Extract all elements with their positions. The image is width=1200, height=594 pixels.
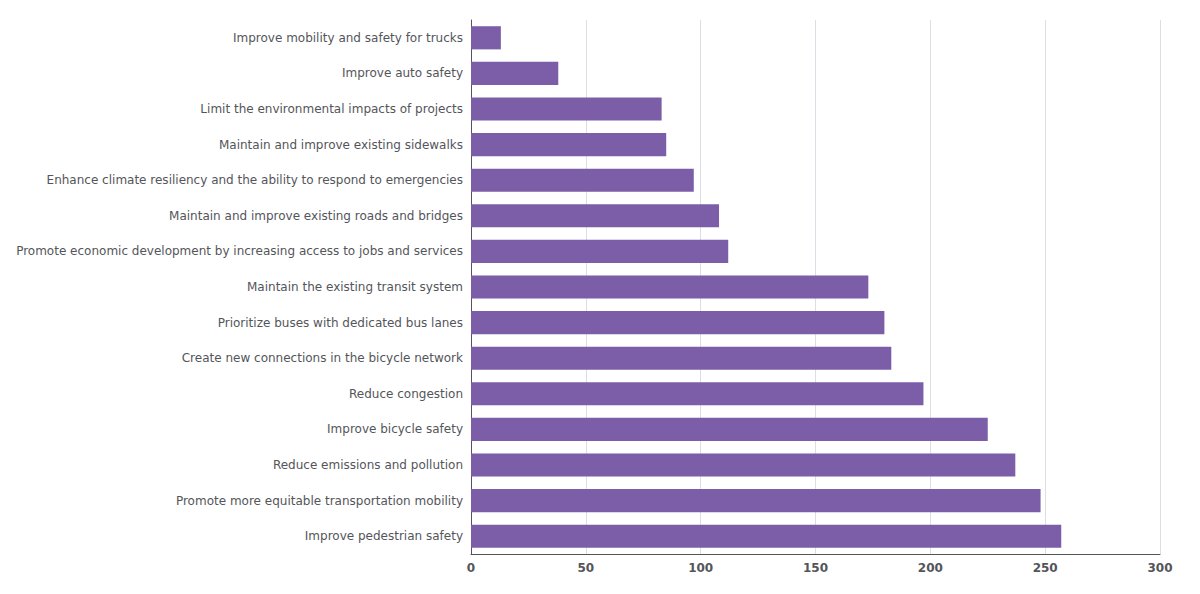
svg-text:Reduce congestion: Reduce congestion [349, 387, 463, 401]
svg-text:0: 0 [467, 561, 475, 575]
svg-text:Improve pedestrian safety: Improve pedestrian safety [305, 529, 463, 543]
svg-text:Prioritize buses with dedicate: Prioritize buses with dedicated bus lane… [218, 316, 463, 330]
svg-text:Reduce emissions and pollution: Reduce emissions and pollution [273, 458, 463, 472]
svg-text:Improve auto safety: Improve auto safety [342, 66, 463, 80]
svg-text:50: 50 [577, 561, 594, 575]
svg-text:Maintain the existing transit: Maintain the existing transit system [247, 280, 463, 294]
svg-text:300: 300 [1147, 561, 1172, 575]
svg-text:Maintain and improve existing: Maintain and improve existing sidewalks [219, 138, 463, 152]
svg-text:Promote more equitable transpo: Promote more equitable transportation mo… [176, 494, 463, 508]
svg-text:Maintain and improve existing: Maintain and improve existing roads and … [169, 209, 463, 223]
svg-text:Promote economic development b: Promote economic development by increasi… [16, 244, 463, 258]
svg-text:Create new connections in the: Create new connections in the bicycle ne… [182, 351, 463, 365]
svg-text:250: 250 [1033, 561, 1058, 575]
svg-text:Improve bicycle safety: Improve bicycle safety [327, 422, 463, 436]
svg-text:Limit the environmental impact: Limit the environmental impacts of proje… [200, 102, 463, 116]
svg-text:Improve mobility and safety fo: Improve mobility and safety for trucks [233, 31, 463, 45]
svg-text:150: 150 [803, 561, 828, 575]
svg-text:200: 200 [918, 561, 943, 575]
svg-text:Enhance climate resiliency and: Enhance climate resiliency and the abili… [47, 173, 463, 187]
svg-text:100: 100 [688, 561, 713, 575]
